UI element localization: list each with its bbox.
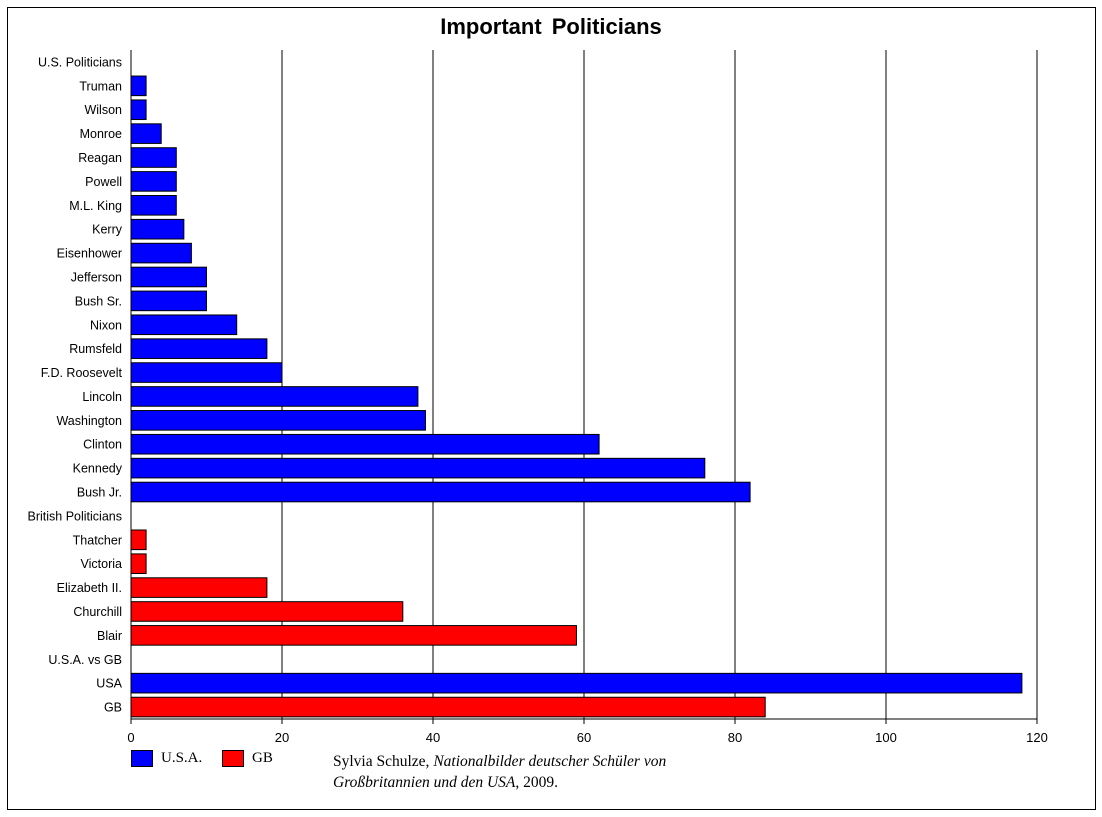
legend-label-gb: GB	[252, 749, 273, 766]
bar-4	[130, 147, 177, 168]
bar-1	[130, 75, 147, 97]
x-tick-label-5: 100	[875, 730, 897, 745]
bar-27	[130, 696, 766, 718]
x-tick-label-4: 80	[728, 730, 742, 745]
category-label-16: Clinton	[83, 438, 122, 452]
bar-24	[130, 625, 577, 646]
category-label-25: U.S.A. vs GB	[48, 653, 122, 667]
bar-3	[130, 123, 162, 144]
category-label-14: Lincoln	[82, 390, 122, 404]
category-label-18: Bush Jr.	[77, 486, 122, 500]
category-label-22: Elizabeth II.	[57, 581, 122, 595]
bar-11	[130, 314, 238, 336]
bar-7	[130, 218, 185, 240]
x-tick-label-2: 40	[426, 730, 440, 745]
category-label-23: Churchill	[73, 605, 122, 619]
bar-14	[130, 386, 419, 407]
category-label-4: Reagan	[78, 151, 122, 165]
source-citation: Sylvia Schulze, Nationalbilder deutscher…	[333, 751, 753, 793]
bar-5	[130, 171, 177, 192]
category-label-10: Bush Sr.	[75, 294, 122, 308]
category-label-3: Monroe	[80, 127, 122, 141]
category-label-15: Washington	[56, 414, 122, 428]
legend-label-usa: U.S.A.	[161, 749, 203, 766]
category-label-26: USA	[96, 677, 122, 691]
source-author: Sylvia Schulze,	[333, 753, 434, 770]
bar-6	[130, 195, 177, 216]
category-label-13: F.D. Roosevelt	[41, 366, 123, 380]
category-label-6: M.L. King	[69, 199, 122, 213]
x-tick-label-6: 120	[1026, 730, 1048, 745]
bar-21	[130, 553, 147, 574]
bar-17	[130, 457, 706, 479]
bar-26	[130, 672, 1023, 694]
bar-18	[130, 481, 751, 503]
source-work: Nationalbilder deutscher Schüler von Gro…	[333, 753, 667, 791]
category-label-8: Eisenhower	[57, 247, 122, 261]
bar-2	[130, 99, 147, 121]
category-label-5: Powell	[85, 175, 122, 189]
bar-16	[130, 433, 600, 455]
legend-item-gb: GB	[222, 749, 273, 767]
bar-23	[130, 601, 404, 622]
category-label-20: Thatcher	[73, 533, 122, 547]
bar-20	[130, 529, 147, 551]
category-label-0: U.S. Politicians	[38, 55, 122, 69]
category-label-27: GB	[104, 701, 122, 715]
chart-title: Important Politicians	[440, 14, 662, 39]
legend-swatch-gb	[222, 749, 244, 767]
category-label-1: Truman	[79, 79, 122, 93]
category-label-24: Blair	[97, 629, 122, 643]
category-label-12: Rumsfeld	[69, 342, 122, 356]
category-label-2: Wilson	[84, 103, 122, 117]
category-label-11: Nixon	[90, 318, 122, 332]
category-label-19: British Politicians	[28, 509, 122, 523]
legend-item-usa: U.S.A.	[131, 749, 202, 767]
category-label-17: Kennedy	[73, 462, 123, 476]
x-tick-label-0: 0	[127, 730, 134, 745]
category-label-7: Kerry	[92, 223, 123, 237]
source-year: , 2009.	[515, 774, 559, 791]
x-tick-label-3: 60	[577, 730, 591, 745]
bar-10	[130, 290, 207, 312]
category-label-9: Jefferson	[71, 270, 122, 284]
legend-swatch-usa	[131, 749, 153, 767]
bar-9	[130, 266, 207, 288]
x-tick-label-1: 20	[275, 730, 289, 745]
bar-13	[130, 362, 283, 383]
bar-22	[130, 577, 268, 598]
bar-15	[130, 410, 426, 431]
bar-8	[130, 242, 192, 264]
category-label-21: Victoria	[81, 557, 123, 571]
bar-12	[130, 338, 268, 359]
